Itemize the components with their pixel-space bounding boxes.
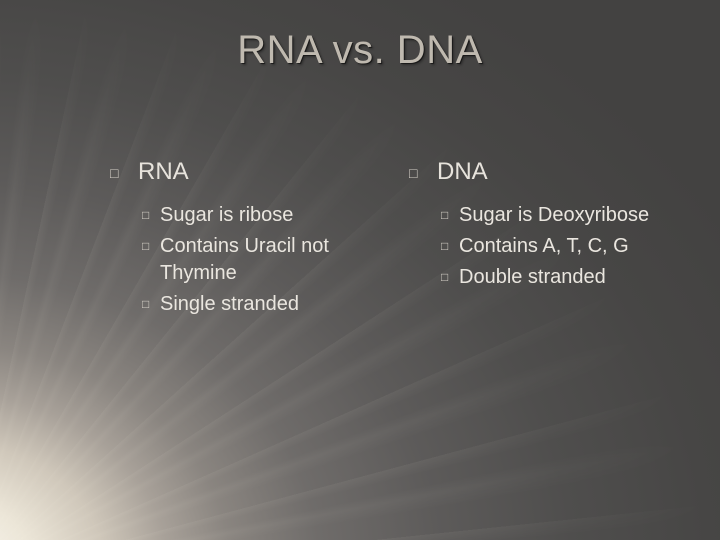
list-item: □ Contains A, T, C, G bbox=[441, 233, 660, 260]
list-item: □ Contains Uracil not Thymine bbox=[142, 233, 361, 287]
square-bullet-icon: □ bbox=[142, 233, 154, 259]
item-text: Contains Uracil not Thymine bbox=[160, 233, 361, 287]
list-item: □ Sugar is Deoxyribose bbox=[441, 202, 660, 229]
square-bullet-icon: □ bbox=[142, 291, 154, 317]
square-bullet-icon: □ bbox=[142, 202, 154, 228]
heading-text: RNA bbox=[138, 158, 189, 186]
square-bullet-icon: □ bbox=[441, 264, 453, 290]
list-item: □ Double stranded bbox=[441, 264, 660, 291]
slide: RNA vs. DNA □ RNA □ Sugar is ribose □ Co… bbox=[0, 0, 720, 540]
column-rna: □ RNA □ Sugar is ribose □ Contains Uraci… bbox=[110, 158, 361, 322]
list-item: □ Single stranded bbox=[142, 291, 361, 318]
column-heading: □ RNA bbox=[110, 158, 361, 188]
column-heading: □ DNA bbox=[409, 158, 660, 188]
item-text: Sugar is ribose bbox=[160, 202, 361, 229]
item-list: □ Sugar is Deoxyribose □ Contains A, T, … bbox=[409, 202, 660, 291]
square-bullet-icon: □ bbox=[110, 158, 124, 188]
square-bullet-icon: □ bbox=[441, 233, 453, 259]
heading-text: DNA bbox=[437, 158, 488, 186]
item-text: Single stranded bbox=[160, 291, 361, 318]
column-dna: □ DNA □ Sugar is Deoxyribose □ Contains … bbox=[409, 158, 660, 322]
content-columns: □ RNA □ Sugar is ribose □ Contains Uraci… bbox=[110, 158, 660, 322]
item-list: □ Sugar is ribose □ Contains Uracil not … bbox=[110, 202, 361, 318]
item-text: Contains A, T, C, G bbox=[459, 233, 660, 260]
slide-title: RNA vs. DNA bbox=[0, 28, 720, 73]
list-item: □ Sugar is ribose bbox=[142, 202, 361, 229]
square-bullet-icon: □ bbox=[409, 158, 423, 188]
item-text: Double stranded bbox=[459, 264, 660, 291]
square-bullet-icon: □ bbox=[441, 202, 453, 228]
item-text: Sugar is Deoxyribose bbox=[459, 202, 660, 229]
